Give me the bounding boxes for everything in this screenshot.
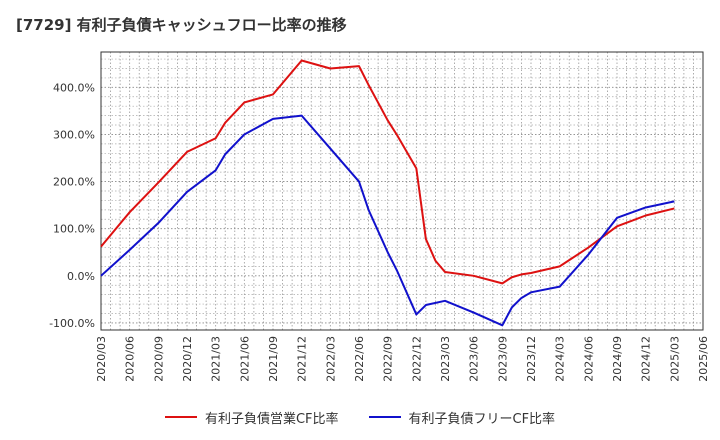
x-tick-label: 2024/09 <box>611 336 624 382</box>
legend-label-operating-cf: 有利子負債営業CF比率 <box>204 411 339 427</box>
chart-title: [7729] 有利子負債キャッシュフロー比率の推移 <box>16 16 347 34</box>
x-tick-label: 2023/12 <box>525 336 538 382</box>
x-tick-label: 2023/09 <box>496 336 509 382</box>
x-tick-label: 2021/09 <box>267 336 280 382</box>
x-tick-label: 2020/09 <box>152 336 165 382</box>
legend-item-operating-cf: 有利子負債営業CF比率 <box>164 408 339 427</box>
legend-label-free-cf: 有利子負債フリーCF比率 <box>408 411 556 427</box>
x-tick-label: 2021/12 <box>296 336 309 382</box>
x-tick-label: 2024/03 <box>554 336 567 382</box>
series-line-free-cf <box>100 114 675 327</box>
series-line-operating-cf <box>100 59 675 285</box>
x-tick-label: 2021/03 <box>210 336 223 382</box>
y-tick-label: -100.0% <box>49 317 95 330</box>
x-tick-label: 2023/06 <box>468 336 481 382</box>
legend-swatch-free-cf <box>368 416 401 418</box>
x-tick-label: 2022/12 <box>410 336 423 382</box>
y-tick-label: 200.0% <box>53 176 95 189</box>
legend-item-free-cf: 有利子負債フリーCF比率 <box>368 408 556 427</box>
plot-frame <box>100 51 704 331</box>
y-tick-label: 400.0% <box>53 81 95 94</box>
y-tick-label: 300.0% <box>53 128 95 141</box>
x-tick-label: 2020/03 <box>95 336 108 382</box>
chart-legend: 有利子負債営業CF比率 有利子負債フリーCF比率 <box>0 405 720 429</box>
x-tick-label: 2024/06 <box>582 336 595 382</box>
x-tick-label: 2025/03 <box>668 336 681 382</box>
x-tick-label: 2022/03 <box>324 336 337 382</box>
legend-swatch-operating-cf <box>164 416 197 418</box>
y-tick-label: 100.0% <box>53 223 95 236</box>
y-tick-label: 0.0% <box>67 270 95 283</box>
x-tick-label: 2025/06 <box>697 336 710 382</box>
x-tick-label: 2024/12 <box>640 336 653 382</box>
x-tick-label: 2023/03 <box>439 336 452 382</box>
x-tick-label: 2020/06 <box>124 336 137 382</box>
x-tick-label: 2021/06 <box>238 336 251 382</box>
x-tick-label: 2022/09 <box>382 336 395 382</box>
x-tick-label: 2022/06 <box>353 336 366 382</box>
x-tick-label: 2020/12 <box>181 336 194 382</box>
